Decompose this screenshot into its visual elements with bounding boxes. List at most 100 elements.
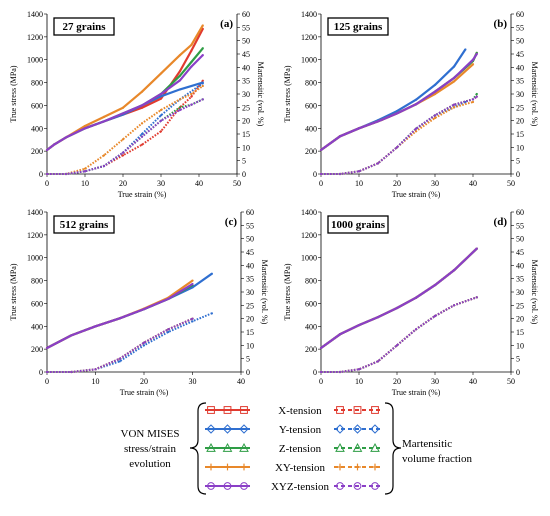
stress-point [191,282,194,286]
martensite-line-xy-tension [47,317,193,373]
martensite-point [357,368,361,371]
stress-point [190,60,193,64]
x-tick-label: 10 [355,377,363,386]
series-y-tension [319,48,467,176]
legend-marker-plus [224,463,231,471]
martensite-point [190,95,193,98]
martensite-point [64,172,68,176]
panel-label: (a) [220,18,233,30]
martensite-point [433,314,437,318]
martensite-point [201,79,204,82]
y-tick-label: 1200 [301,231,317,240]
stress-point [376,120,380,123]
legend-marker-circle [336,482,344,490]
legend: VON MISES stress/strain evolution Marten… [121,402,472,495]
legend-left-line-3: evolution [129,458,171,470]
martensite-point [395,146,399,149]
legend-marker-diamond [222,424,233,434]
stress-point [338,333,342,336]
y2-tick-label: 5 [516,157,520,166]
stress-point [190,49,193,52]
legend-left-line-1: VON MISES [121,428,180,440]
stress-point [433,83,437,86]
martensite-point [178,108,182,112]
panel-b: 0200400600800100012001400051015202530354… [283,10,539,199]
y2-tick-label: 15 [516,130,524,139]
y-tick-label: 1200 [27,33,43,42]
legend-marker-triangle [239,442,249,452]
y2-tick-label: 0 [516,368,520,377]
martensite-point [452,103,456,106]
x-tick-label: 30 [157,179,165,188]
martensite-point [414,127,418,130]
x-tick-label: 0 [45,179,49,188]
y-tick-label: 400 [31,124,43,133]
y2-tick-label: 40 [242,63,250,72]
y2-tick-label: 45 [242,50,250,59]
stress-point [414,98,418,101]
stress-point [190,65,193,68]
series-x-tension [45,27,204,176]
y-axis-label: True stress (MPa) [283,263,292,320]
x-axis-label: True strain (%) [392,388,441,397]
martensite-point [83,170,87,173]
martensite-point [118,357,121,360]
legend-marker-plus [371,463,379,471]
stress-point [338,135,342,138]
stress-point [167,297,170,300]
x-tick-label: 40 [469,377,477,386]
y2-axis-label: Martensitic (vol. %) [260,260,269,325]
martensite-point [452,304,456,307]
martensite-point [102,164,106,168]
x-tick-label: 30 [431,377,439,386]
martensite-line-xyz-tension [47,317,193,373]
stress-point [319,148,323,152]
martensite-point [471,98,475,101]
martensite-point [83,167,87,170]
x-tick-label: 20 [140,377,148,386]
y-tick-label: 0 [313,368,317,377]
stress-point [201,54,204,57]
stress-line-xyz-tension [46,54,204,151]
stress-point [102,115,106,118]
grains-label: 512 grains [60,219,109,231]
stress-point [452,76,456,80]
stress-point [191,286,194,289]
y-tick-label: 1000 [27,56,43,65]
stress-point [70,334,73,337]
y2-tick-label: 55 [242,23,250,32]
y2-axis-label: Martensitic (vol. %) [530,62,539,127]
martensite-point [319,370,323,374]
legend-marker-plus [336,463,344,471]
martensite-line-xyz-tension [321,95,478,175]
y2-tick-label: 15 [242,130,250,139]
stress-point [178,70,182,73]
legend-marker-diamond [370,424,380,434]
y-tick-label: 800 [31,277,43,286]
stress-point [118,317,121,320]
y2-tick-label: 30 [516,288,524,297]
martensite-point [190,103,193,106]
martensite-point [45,172,49,176]
legend-marker-square [336,406,344,414]
martensite-line-xyz-tension [47,98,204,175]
legend-glyphs-x-tension [205,406,381,414]
y-tick-label: 1200 [27,231,43,240]
x-tick-label: 10 [355,179,363,188]
x-axis-label: True strain (%) [120,388,169,397]
panel-c: 0200400600800100012001400051015202530354… [9,208,269,397]
y-tick-label: 1200 [301,33,317,42]
martensite-line-y-tension [47,82,204,175]
x-tick-label: 20 [393,377,401,386]
legend-marker-circle [240,482,248,490]
y-tick-label: 400 [305,124,317,133]
y-tick-label: 200 [305,345,317,354]
martensite-point [471,100,475,104]
y2-tick-label: 20 [516,117,524,126]
y2-tick-label: 35 [516,77,524,86]
stress-point [475,247,478,250]
stress-point [178,74,182,77]
x-tick-label: 30 [189,377,197,386]
y2-tick-label: 25 [516,301,524,310]
y2-tick-label: 60 [246,208,254,217]
